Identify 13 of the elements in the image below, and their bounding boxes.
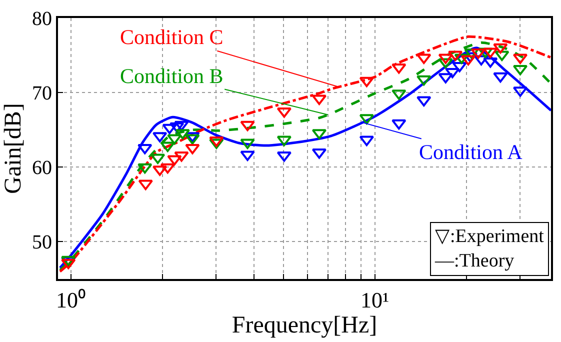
x-axis-title: Frequency[Hz] [232,312,378,338]
text: Condition B [120,64,224,88]
y-tick-label: 50 [32,232,52,254]
y-tick-label: 80 [32,8,52,30]
annotation: ▽:Experiment [435,226,545,247]
y-axis-title: Gain[dB] [0,103,27,194]
y-tick-label: 70 [32,82,52,105]
y-tick-label: 60 [32,157,52,180]
text: Condition C [120,25,224,49]
x-tick-label: 10¹ [360,287,390,312]
x-tick-label: 10⁰ [56,287,86,312]
series-label: Condition A [419,140,524,164]
annotation: —:Theory [434,250,515,272]
